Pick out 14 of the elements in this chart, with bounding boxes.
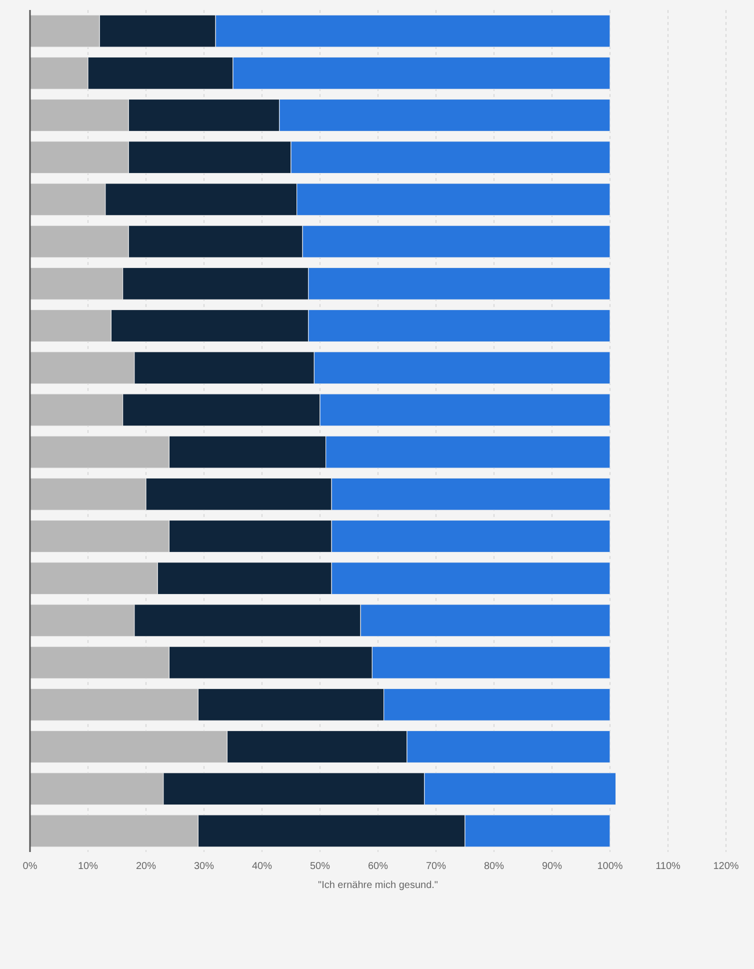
x-tick-label: 110% [656, 861, 681, 872]
x-tick-label: 10% [78, 861, 98, 872]
x-tick-label: 100% [597, 861, 623, 872]
x-tick-label: 20% [136, 861, 156, 872]
x-tick-label: 120% [713, 861, 739, 872]
x-tick-label: 50% [310, 861, 330, 872]
x-tick-label: 60% [368, 861, 388, 872]
x-tick-label: 70% [426, 861, 446, 872]
x-tick-label: 30% [194, 861, 214, 872]
x-axis-title: "Ich ernähre mich gesund." [318, 880, 438, 891]
x-tick-label: 90% [542, 861, 562, 872]
x-tick-label: 40% [252, 861, 272, 872]
x-tick-label: 80% [484, 861, 504, 872]
x-tick-label: 0% [22, 861, 38, 872]
